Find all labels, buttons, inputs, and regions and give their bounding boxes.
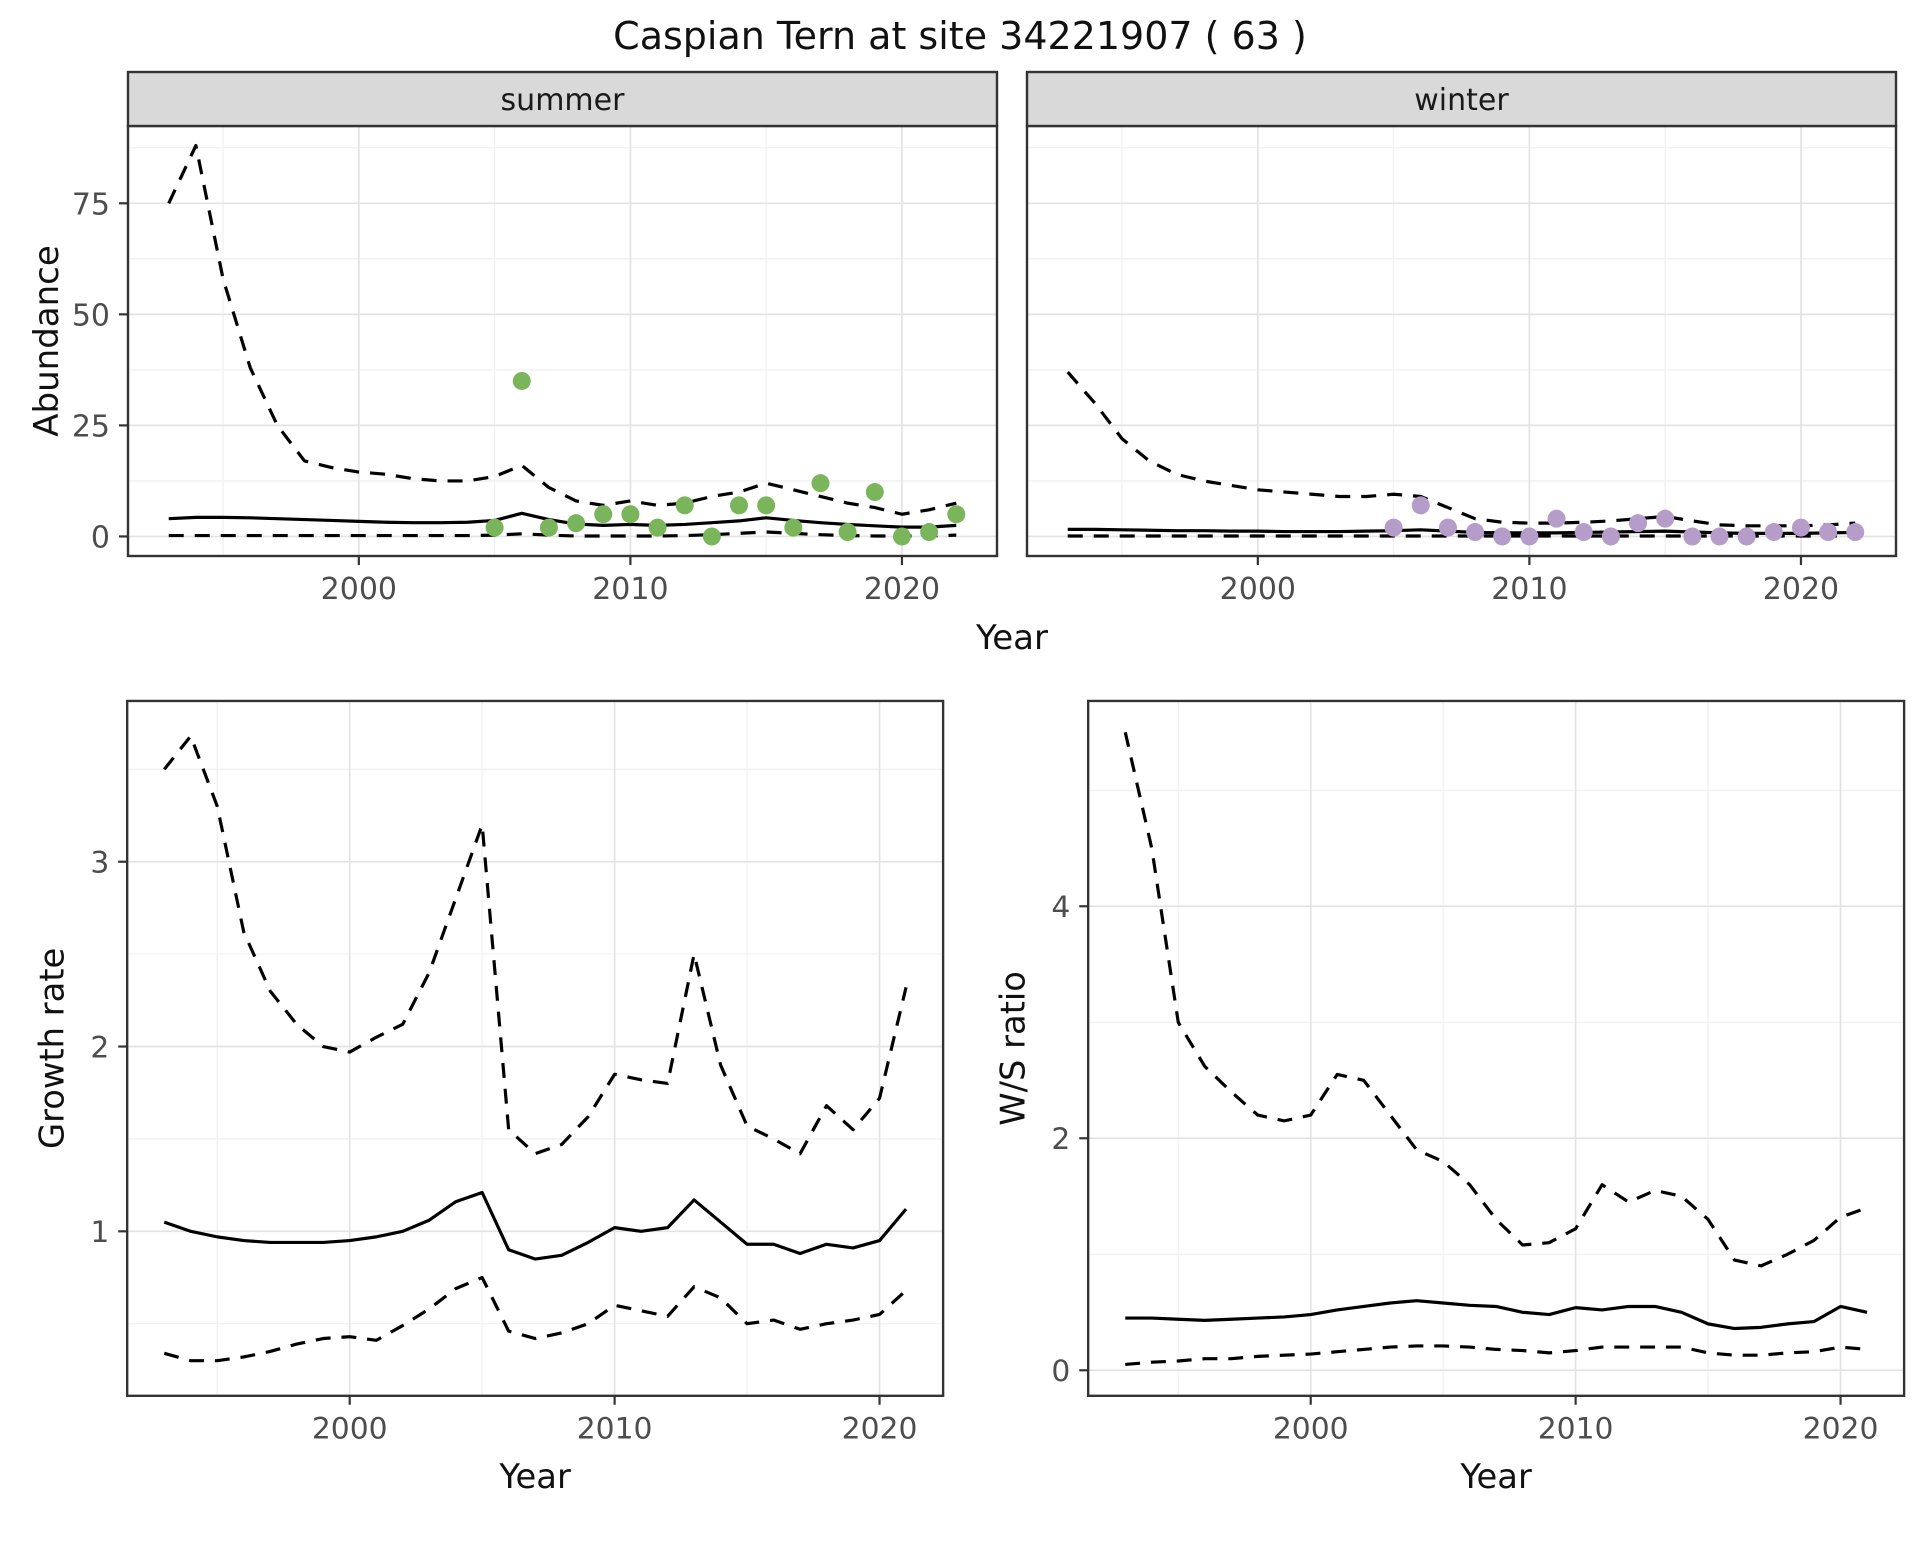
svg-text:75: 75 xyxy=(72,187,110,222)
abundance-facet-chart: summer 2000 2010 2020 0 25 50 75 winter 2000 2010 2… xyxy=(27,70,1898,658)
growth-rate-chart: 2000 2010 2020 1 2 3 Growth rate Year xyxy=(33,699,945,1496)
svg-text:2000: 2000 xyxy=(321,572,397,607)
svg-text:Year: Year xyxy=(1459,1457,1532,1496)
svg-text:2020: 2020 xyxy=(1763,572,1839,607)
svg-text:winter: winter xyxy=(1414,83,1509,118)
svg-text:2000: 2000 xyxy=(1273,1411,1349,1446)
chart-title: Caspian Tern at site 34221907 ( 63 ) xyxy=(613,14,1307,58)
svg-text:2020: 2020 xyxy=(1803,1411,1879,1446)
svg-text:3: 3 xyxy=(90,846,109,881)
svg-text:2010: 2010 xyxy=(592,572,668,607)
svg-text:4: 4 xyxy=(1051,890,1070,925)
svg-text:Year: Year xyxy=(975,618,1048,658)
svg-text:2020: 2020 xyxy=(864,572,940,607)
svg-text:25: 25 xyxy=(72,409,110,444)
svg-text:0: 0 xyxy=(91,520,110,555)
svg-text:2000: 2000 xyxy=(1220,572,1296,607)
svg-text:2000: 2000 xyxy=(312,1411,388,1446)
svg-text:50: 50 xyxy=(72,298,110,333)
svg-text:2: 2 xyxy=(1051,1122,1070,1157)
svg-text:2020: 2020 xyxy=(842,1411,918,1446)
svg-text:summer: summer xyxy=(501,83,626,118)
bottom-row: 2000 2010 2020 1 2 3 Growth rate Year 2000 2010 2… xyxy=(0,684,1920,1514)
svg-text:2010: 2010 xyxy=(1491,572,1567,607)
svg-text:0: 0 xyxy=(1051,1354,1070,1389)
svg-text:1: 1 xyxy=(90,1215,109,1250)
svg-text:2010: 2010 xyxy=(1538,1411,1614,1446)
svg-text:Growth rate: Growth rate xyxy=(33,948,72,1149)
ws-ratio-chart: 2000 2010 2020 0 2 4 W/S ratio Year xyxy=(994,699,1906,1496)
svg-text:Abundance: Abundance xyxy=(27,245,67,437)
svg-text:2010: 2010 xyxy=(577,1411,653,1446)
svg-text:Year: Year xyxy=(498,1457,571,1496)
abundance-figure: summer 2000 2010 2020 0 25 50 75 winter 2000 2010 2… xyxy=(0,68,1920,672)
svg-text:2: 2 xyxy=(90,1030,109,1065)
svg-text:W/S ratio: W/S ratio xyxy=(994,971,1033,1126)
